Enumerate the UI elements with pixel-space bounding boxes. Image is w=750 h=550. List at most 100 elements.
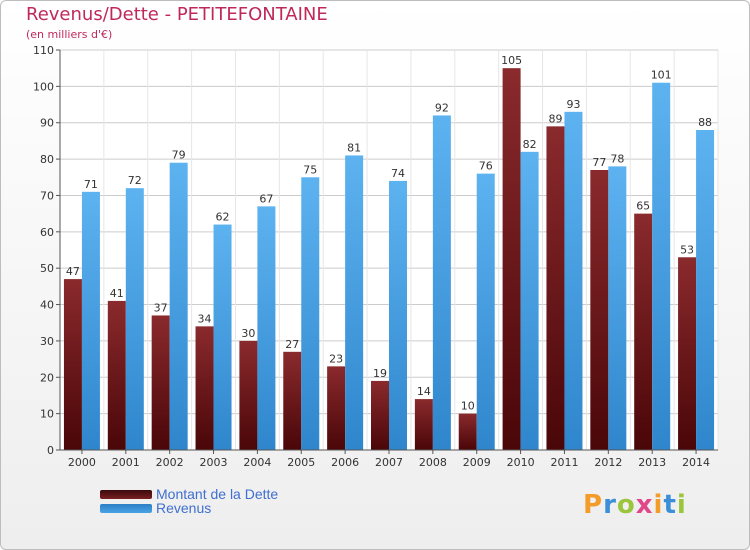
chart-subtitle: (en milliers d'€) — [26, 28, 113, 41]
x-tick-label: 2009 — [463, 456, 491, 469]
bar-revenus — [257, 206, 276, 450]
x-tick-label: 2005 — [287, 456, 315, 469]
bar-revenus — [169, 162, 188, 450]
data-label-dette: 53 — [680, 243, 694, 256]
legend-swatch-revenus — [100, 503, 152, 513]
data-label-revenus: 74 — [391, 167, 405, 180]
logo-letter: i — [676, 490, 687, 520]
logo-letter: x — [635, 490, 654, 520]
chart-title: Revenus/Dette - PETITEFONTAINE — [26, 4, 328, 25]
x-tick-label: 2010 — [507, 456, 535, 469]
bar-dette — [283, 351, 302, 450]
data-label-dette: 14 — [417, 385, 431, 398]
logo-letter: i — [653, 490, 664, 520]
y-tick-label: 100 — [33, 80, 54, 93]
bar-dette — [151, 315, 170, 450]
bar-dette — [458, 413, 477, 450]
bar-dette — [590, 170, 609, 450]
legend-swatch-dette — [100, 489, 152, 499]
x-tick-label: 2003 — [200, 456, 228, 469]
x-tick-label: 2007 — [375, 456, 403, 469]
data-label-revenus: 93 — [566, 98, 580, 111]
data-label-revenus: 75 — [303, 163, 317, 176]
y-tick-label: 10 — [40, 408, 54, 421]
bar-dette — [678, 257, 697, 450]
bar-dette — [414, 399, 433, 450]
data-label-dette: 65 — [636, 200, 650, 213]
data-label-dette: 41 — [110, 287, 124, 300]
y-tick-label: 30 — [40, 335, 54, 348]
data-label-revenus: 88 — [698, 116, 712, 129]
x-tick-label: 2001 — [112, 456, 140, 469]
legend-label-revenus: Revenus — [156, 500, 212, 516]
data-label-dette: 23 — [329, 352, 343, 365]
bar-revenus — [125, 188, 144, 450]
logo-letter: P — [583, 490, 604, 520]
y-tick-label: 70 — [40, 189, 54, 202]
proxiti-logo: Proxiti — [583, 490, 687, 520]
data-label-revenus: 79 — [172, 149, 186, 162]
bar-revenus — [345, 155, 364, 451]
bar-dette — [327, 366, 346, 450]
bar-revenus — [301, 177, 320, 451]
bar-dette — [107, 300, 126, 450]
data-label-revenus: 78 — [610, 152, 624, 165]
data-label-dette: 30 — [241, 327, 255, 340]
bar-revenus — [81, 191, 100, 450]
logo-letter: r — [603, 490, 617, 520]
bar-dette — [546, 126, 565, 450]
bar-dette — [239, 340, 258, 450]
data-label-dette: 89 — [548, 112, 562, 125]
logo-letter: o — [616, 490, 636, 520]
y-tick-label: 20 — [40, 371, 54, 384]
data-label-revenus: 76 — [479, 160, 493, 173]
x-tick-label: 2002 — [156, 456, 184, 469]
y-tick-label: 0 — [47, 444, 54, 457]
bar-revenus — [696, 130, 715, 450]
data-label-dette: 37 — [154, 301, 168, 314]
y-tick-label: 60 — [40, 226, 54, 239]
data-label-dette: 34 — [198, 312, 212, 325]
bar-revenus — [476, 173, 495, 451]
data-label-revenus: 92 — [435, 101, 449, 114]
y-tick-label: 80 — [40, 153, 54, 166]
bar-revenus — [520, 151, 539, 450]
y-tick-label: 90 — [40, 117, 54, 130]
data-label-dette: 77 — [592, 156, 606, 169]
data-label-dette: 47 — [66, 265, 80, 278]
data-label-revenus: 82 — [523, 138, 537, 151]
bar-revenus — [432, 115, 451, 451]
y-tick-label: 40 — [40, 299, 54, 312]
x-tick-label: 2012 — [594, 456, 622, 469]
data-label-dette: 19 — [373, 367, 387, 380]
bar-dette — [63, 279, 82, 450]
x-tick-label: 2008 — [419, 456, 447, 469]
bar-dette — [371, 380, 389, 450]
y-tick-label: 50 — [40, 262, 54, 275]
bar-revenus — [652, 82, 671, 451]
data-label-revenus: 101 — [651, 69, 672, 82]
x-tick-label: 2013 — [638, 456, 666, 469]
x-tick-label: 2000 — [68, 456, 96, 469]
data-label-revenus: 72 — [128, 174, 142, 187]
x-tick-label: 2014 — [682, 456, 710, 469]
bar-dette — [634, 213, 653, 450]
x-tick-label: 2011 — [550, 456, 578, 469]
bar-revenus — [608, 166, 627, 450]
bar-dette — [195, 326, 214, 450]
bar-dette — [502, 68, 521, 450]
legend-item-dette: Montant de la Dette — [100, 486, 278, 502]
x-tick-label: 2006 — [331, 456, 359, 469]
data-label-revenus: 62 — [216, 211, 230, 224]
x-tick-label: 2004 — [243, 456, 271, 469]
legend-label-dette: Montant de la Dette — [156, 486, 279, 502]
data-label-revenus: 67 — [259, 192, 273, 205]
data-label-revenus: 81 — [347, 141, 361, 154]
y-tick-label: 110 — [33, 44, 54, 57]
legend-item-revenus: Revenus — [100, 500, 211, 516]
data-label-dette: 105 — [501, 54, 522, 67]
bar-revenus — [389, 180, 407, 450]
logo-letter: t — [663, 490, 677, 520]
bar-revenus — [213, 224, 232, 450]
